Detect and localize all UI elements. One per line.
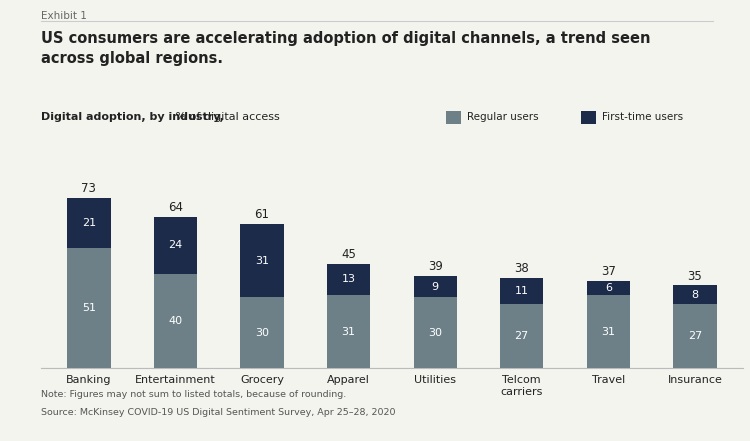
Text: Note: Figures may not sum to listed totals, because of rounding.: Note: Figures may not sum to listed tota… (41, 390, 346, 399)
Text: 31: 31 (602, 326, 615, 336)
Text: 27: 27 (514, 331, 529, 341)
Text: 51: 51 (82, 303, 96, 313)
Text: 38: 38 (514, 262, 529, 276)
Text: 31: 31 (341, 326, 356, 336)
Bar (68, 247, 110, 368)
Text: across global regions.: across global regions. (41, 51, 224, 66)
Text: Regular users: Regular users (467, 112, 538, 123)
Text: 39: 39 (427, 260, 442, 273)
Bar (500, 278, 544, 304)
Bar (674, 304, 716, 368)
Bar (327, 295, 370, 368)
Text: First-time users: First-time users (602, 112, 683, 123)
Text: 37: 37 (601, 265, 616, 278)
Text: 40: 40 (169, 316, 182, 326)
Text: 6: 6 (604, 283, 612, 293)
Text: Source: McKinsey COVID-19 US Digital Sentiment Survey, Apr 25–28, 2020: Source: McKinsey COVID-19 US Digital Sen… (41, 408, 396, 417)
Text: 11: 11 (514, 286, 529, 296)
Text: 30: 30 (428, 328, 442, 338)
Bar (327, 264, 370, 295)
Text: 35: 35 (688, 269, 702, 283)
Text: 64: 64 (168, 201, 183, 214)
Bar (586, 295, 630, 368)
Bar (413, 276, 457, 297)
Text: 24: 24 (168, 240, 182, 250)
Text: 31: 31 (255, 256, 269, 265)
Bar (586, 280, 630, 295)
Bar (240, 297, 284, 368)
Text: 21: 21 (82, 218, 96, 228)
Bar (413, 297, 457, 368)
Text: 73: 73 (82, 182, 96, 195)
Bar (154, 273, 197, 368)
Text: 27: 27 (688, 331, 702, 341)
Text: 61: 61 (254, 208, 269, 221)
Text: Digital adoption, by industry,: Digital adoption, by industry, (41, 112, 224, 123)
Text: 9: 9 (431, 282, 439, 292)
Bar (240, 224, 284, 297)
Text: Exhibit 1: Exhibit 1 (41, 11, 87, 21)
Text: 8: 8 (692, 290, 698, 300)
Bar (68, 198, 110, 247)
Text: % of digital access: % of digital access (172, 112, 280, 123)
Text: US consumers are accelerating adoption of digital channels, a trend seen: US consumers are accelerating adoption o… (41, 31, 651, 46)
Text: 30: 30 (255, 328, 269, 338)
Bar (500, 304, 544, 368)
Bar (674, 285, 716, 304)
Bar (154, 217, 197, 273)
Text: 13: 13 (341, 274, 356, 284)
Text: 45: 45 (341, 248, 356, 261)
